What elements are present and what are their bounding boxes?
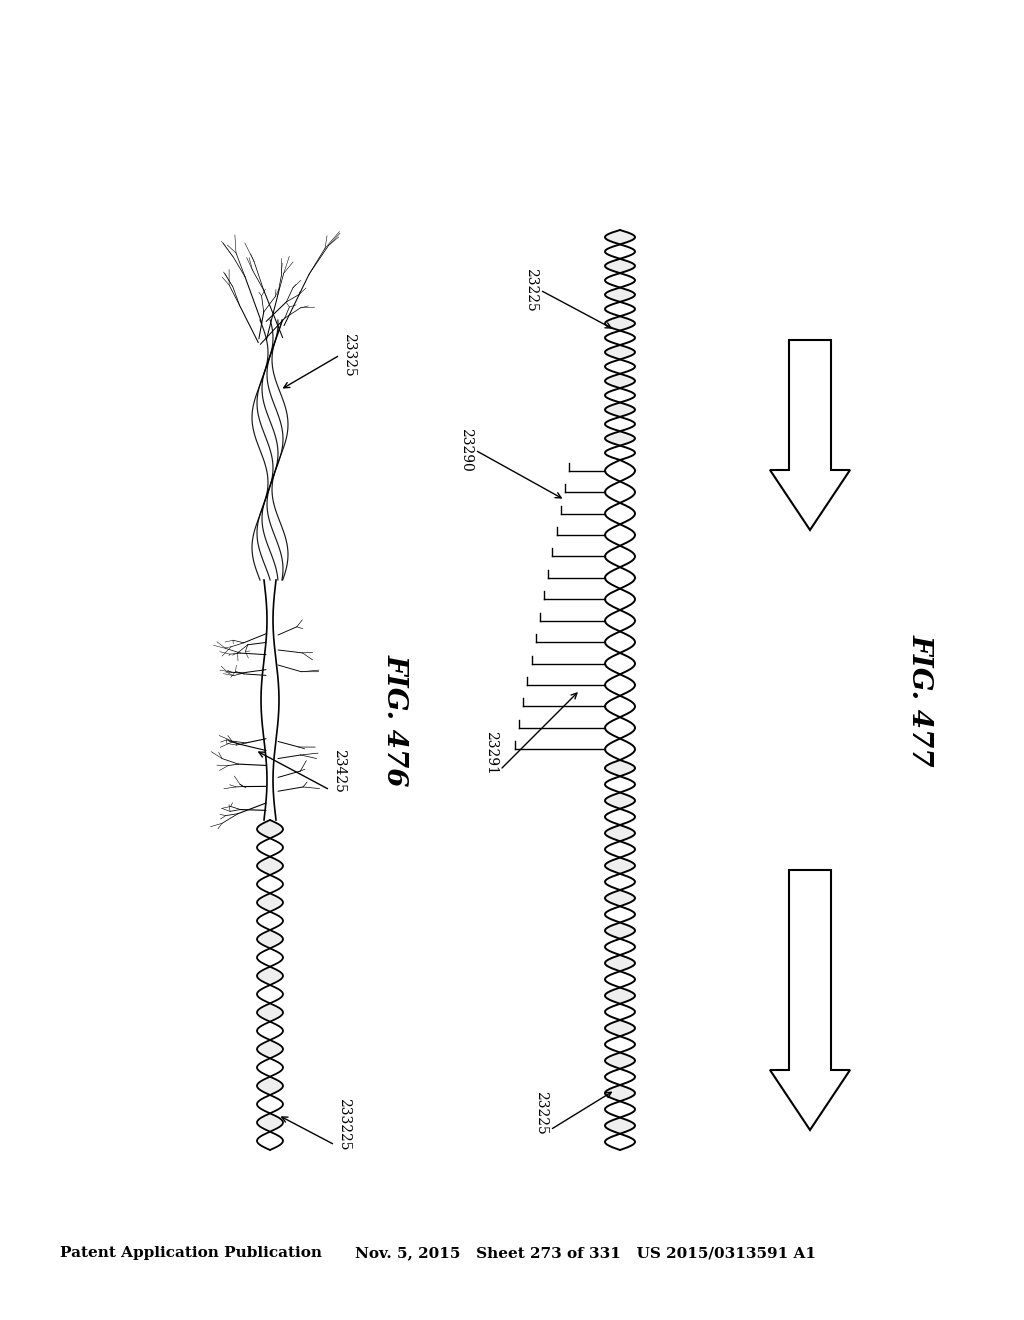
Text: 23290: 23290: [459, 428, 473, 471]
Polygon shape: [257, 1040, 283, 1059]
Polygon shape: [605, 857, 635, 874]
Text: 233225: 233225: [337, 1097, 351, 1150]
Polygon shape: [257, 966, 283, 985]
Text: 23225: 23225: [534, 1092, 548, 1135]
Polygon shape: [605, 1085, 635, 1101]
Text: 23425: 23425: [332, 750, 346, 793]
Polygon shape: [605, 432, 635, 445]
Polygon shape: [605, 345, 635, 359]
Polygon shape: [605, 760, 635, 776]
Polygon shape: [605, 792, 635, 808]
Polygon shape: [605, 230, 635, 244]
Text: FIG. 477: FIG. 477: [906, 634, 934, 766]
Polygon shape: [605, 374, 635, 388]
Polygon shape: [257, 894, 283, 911]
Polygon shape: [257, 857, 283, 875]
Polygon shape: [605, 1052, 635, 1069]
Text: Patent Application Publication: Patent Application Publication: [60, 1246, 322, 1261]
Polygon shape: [257, 820, 283, 838]
Polygon shape: [605, 987, 635, 1003]
Polygon shape: [605, 890, 635, 906]
Polygon shape: [605, 1020, 635, 1036]
Polygon shape: [257, 1113, 283, 1131]
Polygon shape: [605, 954, 635, 972]
Text: 23291: 23291: [484, 731, 498, 775]
Polygon shape: [605, 825, 635, 841]
Polygon shape: [257, 1003, 283, 1022]
Polygon shape: [605, 259, 635, 273]
Polygon shape: [605, 923, 635, 939]
Text: FIG. 476: FIG. 476: [382, 653, 409, 787]
Polygon shape: [605, 288, 635, 302]
Text: 23325: 23325: [342, 333, 356, 378]
Text: 23225: 23225: [524, 268, 538, 312]
Polygon shape: [605, 403, 635, 417]
Text: Nov. 5, 2015   Sheet 273 of 331   US 2015/0313591 A1: Nov. 5, 2015 Sheet 273 of 331 US 2015/03…: [355, 1246, 816, 1261]
Polygon shape: [257, 929, 283, 948]
Polygon shape: [257, 1076, 283, 1094]
Polygon shape: [605, 1118, 635, 1134]
Polygon shape: [605, 315, 635, 330]
